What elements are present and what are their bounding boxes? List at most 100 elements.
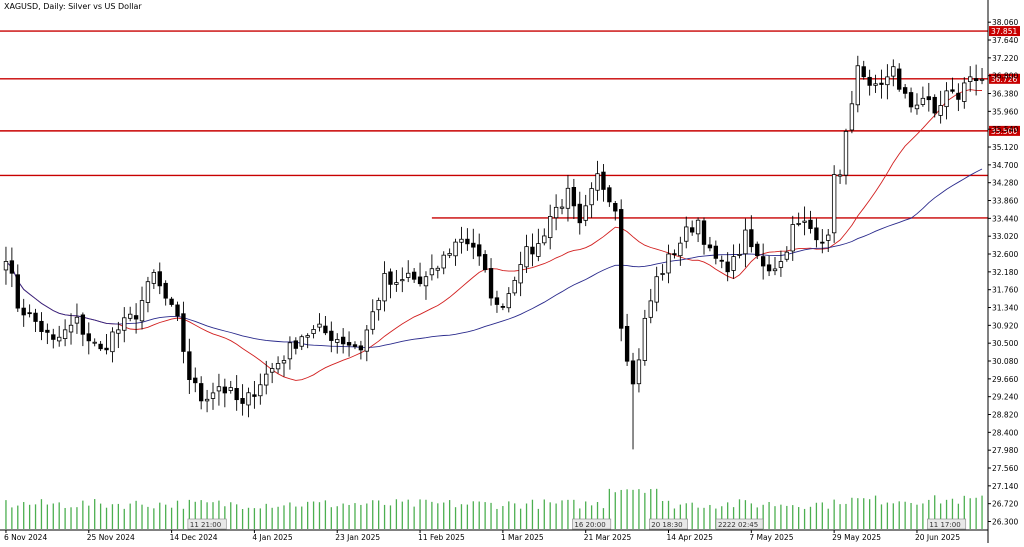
time-marker-box [715, 518, 764, 530]
candle-bull [684, 226, 689, 242]
horizontal-levels[interactable]: 37.851 36.726 35.500 [0, 26, 1020, 219]
time-tick-label: 1 Mar 2025 [501, 533, 544, 542]
candle-bull [441, 254, 446, 269]
candle-bear [104, 347, 109, 351]
time-tick-label: 14 Dec 2024 [170, 533, 218, 542]
candle-bear [926, 96, 931, 101]
candle-bull [116, 329, 121, 334]
candle-bull [944, 90, 949, 108]
candle-bear [133, 315, 139, 320]
candle-bull [837, 174, 843, 177]
candle-bull [429, 268, 435, 276]
level-label-box [989, 26, 1020, 37]
price-tick-label: 29.240 [992, 393, 1018, 402]
candle-bear [701, 220, 707, 245]
candle-bear [861, 66, 866, 78]
candle-bear [624, 325, 630, 362]
candle-bull [695, 219, 701, 235]
candle-bear [234, 388, 239, 401]
moving-averages [5, 89, 983, 381]
price-axis: 38.060 37.640 37.220 36.800 36.380 35.960 35.5… [987, 0, 1018, 543]
time-tick-label: 23 Jan 2025 [335, 533, 380, 542]
candle-bear [163, 282, 168, 299]
level-label: 37.851 [991, 27, 1017, 36]
price-tick-label: 36.800 [992, 72, 1018, 81]
candle-bull [855, 65, 860, 106]
time-tick-label: 21 Mar 2025 [584, 533, 632, 542]
candle-bear [33, 312, 38, 322]
candle-bear [630, 360, 636, 385]
candle-bull [275, 363, 281, 370]
candle-bull [406, 272, 411, 278]
candle-bear [879, 82, 884, 85]
candle-bear [619, 209, 624, 329]
candle-bull [400, 279, 405, 282]
candle-bull [447, 253, 452, 256]
time-marker-box [572, 518, 612, 530]
candle-bear [956, 92, 961, 100]
candle-bear [329, 330, 334, 341]
candle-bull [979, 78, 985, 81]
candle-bull [394, 282, 399, 285]
candle-bull [57, 336, 62, 342]
time-marker-box [649, 518, 689, 530]
sma-fast-line [5, 89, 983, 381]
candle-bull [784, 251, 789, 260]
candle-bear [352, 344, 358, 347]
price-tick-label: 33.860 [992, 197, 1018, 206]
price-tick-label: 35.540 [992, 125, 1018, 134]
candles [3, 55, 985, 450]
candle-bear [181, 313, 186, 352]
candle-bear [707, 244, 713, 249]
candle-bull [506, 293, 511, 309]
candle-bull [849, 103, 855, 131]
candle-bull [382, 273, 387, 302]
price-tick-label: 37.640 [992, 36, 1018, 45]
price-tick-label: 33.020 [992, 232, 1018, 241]
candle-bull [660, 273, 665, 275]
candle-bull [802, 220, 807, 223]
price-tick-label: 34.280 [992, 179, 1018, 188]
candle-bull [68, 324, 74, 333]
price-tick-label: 27.140 [992, 482, 1018, 491]
candle-bear [15, 274, 20, 309]
chart-title: XAGUSD, Daily: Silver vs US Dollar [4, 2, 142, 11]
time-marker-box [927, 518, 967, 530]
candle-bear [908, 92, 914, 108]
candle-bear [198, 383, 204, 402]
candle-bear [45, 329, 50, 333]
price-tick-label: 32.180 [992, 268, 1018, 277]
candle-bull [968, 76, 973, 82]
candle-bear [607, 187, 612, 203]
price-tick-label: 28.820 [992, 411, 1018, 420]
price-tick-label: 33.440 [992, 214, 1018, 223]
candle-bear [477, 244, 482, 257]
candle-bear [672, 253, 677, 256]
candle-bull [3, 261, 9, 271]
time-tick-label: 4 Jan 2025 [252, 533, 292, 542]
price-tick-label: 34.700 [992, 161, 1018, 170]
candle-bull [524, 246, 529, 268]
candle-bull [264, 373, 269, 386]
candle-bear [346, 342, 352, 346]
time-tick-label: 11 Feb 2025 [418, 533, 465, 542]
level-label-box [989, 125, 1020, 136]
candle-bull [269, 368, 275, 373]
candle-bull [553, 206, 559, 219]
candle-bull [831, 174, 837, 234]
candle-bull [311, 329, 316, 334]
candle-bull [743, 229, 748, 255]
candle-bull [542, 235, 547, 244]
candle-bull [642, 317, 648, 361]
candle-bull [459, 238, 464, 243]
price-tick-label: 35.960 [992, 107, 1018, 116]
candle-bull [737, 254, 742, 256]
time-tick-label: 7 May 2025 [749, 533, 793, 542]
candle-bear [169, 298, 174, 305]
candle-bull [796, 223, 801, 225]
candle-bear [902, 87, 908, 94]
candle-bull [370, 311, 375, 330]
candle-bear [867, 76, 872, 86]
